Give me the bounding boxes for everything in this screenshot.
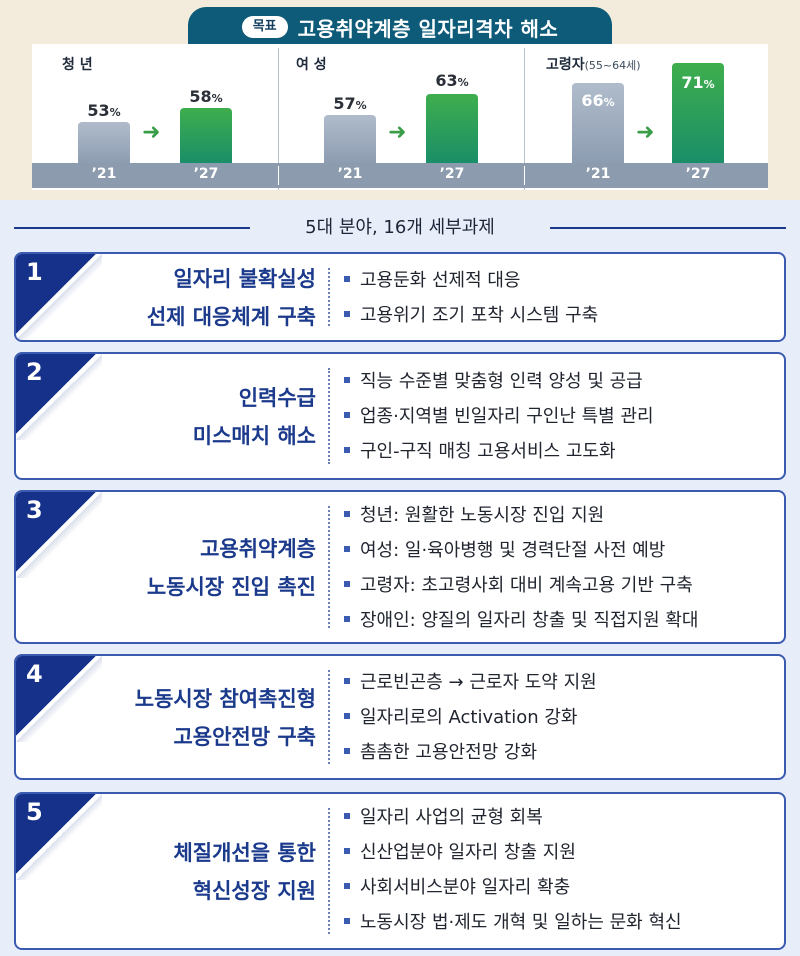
list-item: 업종·지역별 빈일자리 구인난 특별 관리 (344, 399, 654, 434)
group-divider (524, 48, 525, 190)
task-separator (328, 506, 330, 628)
list-item: 일자리로의 Activation 강화 (344, 700, 597, 735)
task-number: 5 (26, 798, 43, 826)
bar-after-value: 71% (681, 73, 715, 92)
year-label: ’27 (685, 166, 711, 182)
bar-after-value: 63% (435, 71, 469, 90)
goal-badge: 목표 (241, 16, 288, 38)
list-item: 고용위기 조기 포착 시스템 구축 (344, 298, 598, 333)
task-number: 1 (26, 258, 43, 286)
bar-after (180, 108, 232, 163)
task-card-5: 5 체질개선을 통한 혁신성장 지원 일자리 사업의 균형 회복 신산업분야 일자… (14, 792, 786, 950)
group-label: 여 성 (296, 57, 327, 73)
year-label: ’21 (91, 166, 117, 182)
arrow-right-icon: ➜ (636, 120, 655, 145)
task-title: 일자리 불확실성 선제 대응체계 구축 (146, 267, 316, 329)
arrow-right-icon: ➜ (142, 120, 161, 145)
task-title: 고용취약계층 노동시장 진입 촉진 (146, 537, 316, 599)
list-item: 청년: 원활한 노동시장 진입 지원 (344, 498, 698, 533)
task-number: 4 (26, 660, 43, 688)
list-item: 고용둔화 선제적 대응 (344, 263, 598, 298)
group-label: 고령자(55~64세) (546, 57, 641, 73)
list-item: 장애인: 양질의 일자리 창출 및 직접지원 확대 (344, 603, 698, 638)
goal-banner: 목표 고용취약계층 일자리격차 해소 (188, 7, 612, 47)
bar-before-value: 57% (333, 94, 367, 113)
list-item: 구인-구직 매칭 고용서비스 고도화 (344, 434, 654, 469)
task-card-4: 4 노동시장 참여촉진형 고용안전망 구축 근로빈곤층 → 근로자 도약 지원 일… (14, 654, 786, 780)
task-corner (16, 794, 102, 880)
list-item: 노동시장 법·제도 개혁 및 일하는 문화 혁신 (344, 905, 682, 940)
task-corner (16, 656, 102, 742)
task-card-1: 1 일자리 불확실성 선제 대응체계 구축 고용둔화 선제적 대응 고용위기 조기… (14, 252, 786, 342)
bar-before (572, 83, 624, 163)
bar-before (324, 115, 376, 163)
task-corner (16, 492, 102, 578)
list-item: 고령자: 초고령사회 대비 계속고용 기반 구축 (344, 568, 698, 603)
list-item: 촘촘한 고용안전망 강화 (344, 735, 597, 770)
bar-before (78, 122, 130, 163)
task-corner (16, 254, 102, 340)
group-women: 여 성 57% ➜ 63% (278, 44, 524, 170)
strip-divider (278, 166, 279, 185)
list-item: 일자리 사업의 균형 회복 (344, 800, 682, 835)
task-number: 2 (26, 358, 43, 386)
task-item-list: 청년: 원활한 노동시장 진입 지원 여성: 일·육아병행 및 경력단절 사전 … (344, 498, 698, 638)
year-strip: ’21 ’27 ’21 ’27 ’21 ’27 (32, 163, 768, 188)
task-item-list: 직능 수준별 맞춤형 인력 양성 및 공급 업종·지역별 빈일자리 구인난 특별… (344, 364, 654, 469)
task-corner (16, 354, 102, 440)
section-headline: 5대 분야, 16개 세부과제 (250, 214, 550, 242)
bar-after-value: 58% (189, 87, 223, 106)
list-item: 여성: 일·육아병행 및 경력단절 사전 예방 (344, 533, 698, 568)
task-separator (328, 368, 330, 464)
year-label: ’21 (337, 166, 363, 182)
arrow-right-icon: ➜ (388, 120, 407, 145)
task-title: 노동시장 참여촉진형 고용안전망 구축 (134, 687, 316, 749)
group-divider (278, 48, 279, 190)
list-item: 근로빈곤층 → 근로자 도약 지원 (344, 665, 597, 700)
bar-after (426, 94, 478, 163)
task-card-3: 3 고용취약계층 노동시장 진입 촉진 청년: 원활한 노동시장 진입 지원 여성… (14, 490, 786, 644)
year-label: ’21 (585, 166, 611, 182)
year-label: ’27 (193, 166, 219, 182)
bar-before-value: 53% (87, 101, 121, 120)
bar-after (672, 63, 724, 163)
group-label: 청 년 (62, 57, 93, 73)
goal-title: 고용취약계층 일자리격차 해소 (297, 16, 559, 41)
task-item-list: 근로빈곤층 → 근로자 도약 지원 일자리로의 Activation 강화 촘촘… (344, 665, 597, 770)
task-separator (328, 808, 330, 934)
group-elderly: 고령자(55~64세) 66% ➜ 71% (524, 44, 768, 170)
bar-before-value: 66% (581, 91, 615, 110)
strip-divider (524, 166, 525, 185)
group-youth: 청 년 53% ➜ 58% (32, 44, 278, 170)
list-item: 사회서비스분야 일자리 확충 (344, 870, 682, 905)
list-item: 신산업분야 일자리 창출 지원 (344, 835, 682, 870)
task-item-list: 일자리 사업의 균형 회복 신산업분야 일자리 창출 지원 사회서비스분야 일자… (344, 800, 682, 940)
year-label: ’27 (439, 166, 465, 182)
task-title: 인력수급 미스매치 해소 (192, 386, 316, 448)
task-card-2: 2 인력수급 미스매치 해소 직능 수준별 맞춤형 인력 양성 및 공급 업종·지… (14, 352, 786, 480)
list-item: 직능 수준별 맞춤형 인력 양성 및 공급 (344, 364, 654, 399)
task-separator (328, 268, 330, 326)
task-separator (328, 670, 330, 764)
task-title: 체질개선을 통한 혁신성장 지원 (173, 841, 316, 903)
task-number: 3 (26, 496, 43, 524)
task-item-list: 고용둔화 선제적 대응 고용위기 조기 포착 시스템 구축 (344, 263, 598, 333)
